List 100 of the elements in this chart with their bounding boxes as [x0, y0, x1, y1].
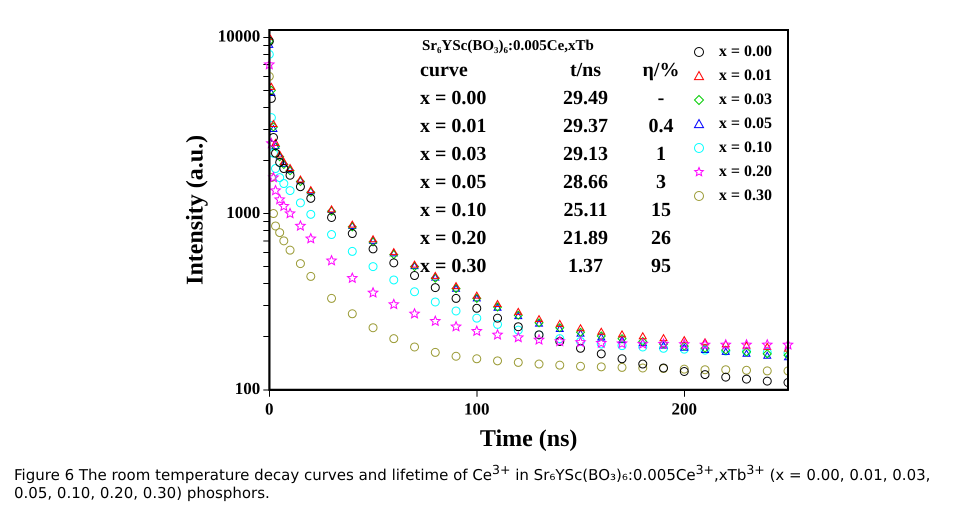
point	[327, 206, 336, 216]
point	[327, 212, 336, 222]
point	[348, 229, 357, 238]
point	[270, 185, 281, 196]
annotation: 26	[650, 226, 672, 250]
legend-label: x = 0.01	[718, 67, 772, 85]
point	[555, 360, 564, 370]
point	[763, 352, 772, 359]
point	[348, 246, 357, 256]
point	[660, 334, 668, 342]
point	[275, 228, 284, 238]
point	[430, 283, 440, 292]
point	[638, 360, 648, 369]
point	[450, 321, 462, 332]
point	[326, 255, 337, 266]
point	[410, 271, 420, 280]
annotation: x = 0.30	[419, 254, 488, 278]
annotation: x = 0.03	[419, 142, 488, 166]
point	[638, 342, 648, 352]
point	[271, 221, 280, 230]
point	[472, 314, 482, 323]
point	[286, 186, 295, 196]
annotation: 21.89	[562, 226, 609, 250]
annotation: Sr₆YSc(BO₃)₆:0.005Ce,xTb	[422, 38, 594, 55]
point	[492, 329, 503, 340]
y-tick-label: 10000	[218, 26, 260, 46]
point	[269, 120, 278, 128]
point	[596, 362, 606, 372]
legend-label: x = 0.20	[718, 163, 772, 181]
point	[618, 330, 626, 338]
point	[452, 294, 461, 303]
point	[493, 356, 502, 366]
point	[493, 314, 502, 323]
point	[410, 287, 420, 296]
point	[306, 233, 316, 244]
point	[347, 272, 358, 283]
point	[493, 320, 502, 329]
point	[535, 315, 543, 322]
point	[700, 370, 710, 380]
point	[513, 332, 524, 342]
point	[452, 282, 460, 290]
point	[472, 292, 481, 299]
point	[410, 342, 420, 352]
point	[295, 220, 306, 231]
point	[514, 326, 523, 335]
annotation: 0.4	[648, 114, 674, 138]
point	[368, 237, 378, 246]
point	[721, 365, 730, 374]
point	[279, 179, 288, 188]
legend-label: x = 0.05	[718, 115, 772, 133]
point	[596, 349, 606, 358]
point	[306, 210, 316, 219]
point	[638, 332, 647, 340]
annotation: 3	[655, 170, 667, 194]
point	[278, 200, 290, 211]
point	[296, 177, 305, 186]
point	[306, 194, 316, 203]
annotation: t/ns	[568, 58, 602, 82]
point	[271, 164, 280, 174]
annotation: 25.11	[562, 198, 608, 222]
annotation: curve	[419, 58, 469, 82]
annotation: x = 0.00	[419, 86, 488, 110]
point	[430, 348, 440, 357]
x-tick-label: 100	[464, 399, 490, 418]
point	[762, 366, 772, 376]
y-tick-label: 100	[234, 379, 260, 398]
point	[618, 354, 627, 364]
annotation: 1.37	[567, 254, 604, 278]
point	[284, 208, 296, 218]
point	[264, 59, 275, 70]
point	[279, 236, 288, 246]
point	[742, 374, 752, 384]
point	[618, 362, 627, 372]
point	[514, 358, 523, 367]
point	[472, 326, 482, 336]
annotation: x = 0.01	[419, 114, 488, 138]
point	[742, 366, 752, 375]
point	[452, 306, 461, 316]
point	[275, 173, 284, 182]
annotation: 28.66	[562, 170, 609, 194]
point	[514, 308, 522, 315]
point	[534, 334, 544, 344]
annotation: x = 0.05	[419, 170, 488, 194]
annotation: 1	[655, 142, 667, 166]
text: Figure 6 The room temperature decay curves and lifetime of Ce$^{3+}$ in Sr₆YSc(BO₃)₆:0.005Ce$^{3+}$,xTb$^{3+}$ (x = 0.00, 0.01, 0.03, 0.05, 0.10, 0.20, 0.30) phosphors.	[14, 462, 930, 502]
point	[348, 222, 357, 232]
point	[268, 172, 279, 182]
point	[680, 364, 689, 374]
y-axis-title: Intensity (a.u.)	[182, 134, 209, 285]
point	[275, 158, 284, 167]
point	[269, 148, 278, 158]
point	[534, 360, 544, 369]
point	[494, 300, 502, 307]
point	[679, 338, 690, 349]
point	[616, 338, 628, 348]
x-tick-label: 200	[672, 399, 698, 418]
point	[286, 246, 295, 255]
point	[368, 244, 378, 254]
annotation: 29.13	[562, 142, 609, 166]
point	[430, 297, 440, 306]
